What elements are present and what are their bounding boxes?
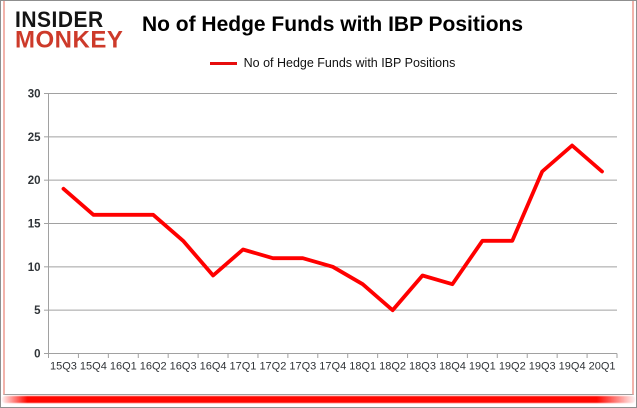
x-axis-label: 17Q2 (259, 361, 286, 373)
x-axis-label: 17Q4 (319, 361, 346, 373)
x-axis-label: 20Q1 (589, 361, 616, 373)
y-axis-label: 15 (28, 219, 41, 231)
y-axis-label: 10 (28, 262, 41, 274)
legend: No of Hedge Funds with IBP Positions (49, 56, 616, 70)
chart-title: No of Hedge Funds with IBP Positions (141, 13, 524, 36)
insider-monkey-logo: INSIDER MONKEY (15, 7, 124, 54)
x-axis-label: 16Q3 (170, 361, 197, 373)
y-axis-label: 20 (28, 175, 41, 187)
y-axis-label: 5 (34, 305, 41, 317)
x-axis-label: 17Q1 (230, 361, 257, 373)
x-axis-label: 19Q3 (529, 361, 556, 373)
x-axis-label: 17Q3 (289, 361, 316, 373)
legend-label: No of Hedge Funds with IBP Positions (243, 56, 456, 70)
x-axis-label: 16Q4 (200, 361, 227, 373)
x-axis-label: 18Q1 (349, 361, 376, 373)
x-axis-label: 15Q3 (50, 361, 77, 373)
red-glow-bar (2, 396, 635, 403)
logo-text-monkey: MONKEY (15, 26, 124, 54)
legend-line-swatch (209, 61, 237, 65)
x-axis-label: 19Q2 (499, 361, 526, 373)
y-axis-label: 0 (34, 349, 40, 361)
x-axis-label: 19Q4 (559, 361, 586, 373)
y-axis-label: 25 (28, 132, 41, 144)
x-axis-label: 16Q1 (110, 361, 137, 373)
x-axis-label: 18Q4 (439, 361, 466, 373)
x-axis-label: 18Q3 (409, 361, 436, 373)
line-chart-plot: 0 5 10 15 20 25 30 15Q3 15Q4 16Q1 16Q2 16Q3 16Q4 17Q1… (28, 89, 618, 373)
x-axis-label: 16Q2 (140, 361, 167, 373)
y-axis-label: 30 (28, 89, 41, 101)
x-axis-label: 18Q2 (379, 361, 406, 373)
data-line-series (61, 143, 604, 313)
x-axis-label: 19Q1 (469, 361, 496, 373)
logo-text-insider: INSIDER (15, 7, 104, 32)
x-axis-label: 15Q4 (80, 361, 107, 373)
